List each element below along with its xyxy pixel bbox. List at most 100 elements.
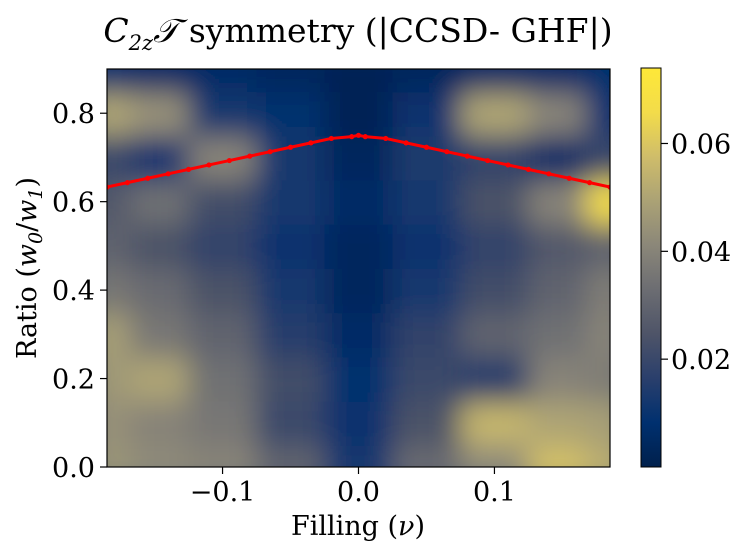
series-point: [587, 180, 593, 186]
heatmap-cell: [460, 268, 530, 314]
heatmap-cell: [460, 444, 530, 467]
heatmap-cell: [460, 91, 530, 137]
heatmap-cell: [528, 312, 588, 358]
heatmap-cell: [586, 268, 610, 314]
heatmap-cell: [130, 69, 190, 93]
heatmap-cell: [586, 69, 610, 93]
heatmap-cell: [460, 179, 530, 225]
colorbar-tick-label: 0.04: [671, 237, 731, 268]
series-point: [485, 157, 491, 164]
heatmap-cell: [107, 356, 132, 402]
heatmap-cell: [586, 356, 610, 402]
heatmap-cell: [324, 356, 394, 402]
ylabel-w0: w: [12, 244, 43, 267]
heatmap-cell: [256, 179, 326, 225]
x-tick-label: 0.1: [473, 477, 516, 508]
heatmap-cell: [188, 268, 258, 314]
series-point: [107, 184, 110, 190]
xlabel-var: ν: [398, 511, 414, 542]
heatmap-cell: [130, 400, 190, 446]
heatmap-cell: [324, 91, 394, 137]
heatmap-cell: [130, 356, 190, 402]
heatmap-cell: [460, 223, 530, 269]
heatmap-cell: [107, 444, 132, 467]
series-point: [464, 153, 470, 159]
series-point: [607, 184, 610, 190]
heatmap-cell: [528, 91, 588, 137]
series-point: [566, 175, 572, 181]
heatmap-cell: [392, 312, 462, 358]
xlabel-text: Filling (: [291, 511, 398, 542]
series-point: [362, 134, 368, 140]
series-point: [328, 135, 334, 142]
heatmap-cell: [392, 356, 462, 402]
title-rest: symmetry (|CCSD- GHF|): [178, 11, 612, 50]
y-tick-label: 0.8: [52, 99, 95, 130]
colorbar-ticks: 0.02 0.04 0.06: [661, 129, 731, 376]
ylabel-text: Ratio (: [12, 267, 43, 359]
heatmap-cell: [130, 312, 190, 358]
title-subscript: 2z: [128, 31, 154, 55]
x-tick-label: 0.0: [337, 477, 380, 508]
xlabel-close: ): [414, 511, 425, 542]
series-point: [403, 140, 409, 146]
heatmap-cell: [392, 268, 462, 314]
heatmap-cell: [256, 268, 326, 314]
heatmap-cell: [130, 268, 190, 314]
series-point: [226, 157, 232, 164]
y-tick-label: 0.2: [52, 365, 95, 396]
heatmap-cell: [188, 223, 258, 269]
heatmap-cell: [460, 356, 530, 402]
x-tick-label: −0.1: [190, 477, 256, 508]
series-point: [287, 144, 294, 150]
heatmap-cell: [188, 400, 258, 446]
heatmap-cell: [392, 69, 462, 93]
heatmap-cell: [586, 135, 610, 181]
heatmap-cell: [528, 135, 588, 181]
y-axis-label: Ratio (w0/w1): [12, 177, 47, 359]
series-point: [145, 175, 151, 181]
series-point: [355, 132, 362, 138]
heatmap-cell: [392, 91, 462, 137]
y-axis-ticks: 0.0 0.2 0.4 0.6 0.8: [52, 99, 107, 484]
heatmap-cell: [324, 223, 394, 269]
series-point: [185, 166, 192, 172]
heatmap-cell: [528, 444, 588, 467]
heatmap-cell: [188, 312, 258, 358]
heatmap-cell: [256, 444, 326, 467]
heatmap-cell: [256, 223, 326, 269]
colorbar: [640, 67, 662, 468]
colorbar-tick-label: 0.02: [671, 345, 731, 376]
heatmap-cell: [107, 268, 132, 314]
ylabel-w1: w: [12, 200, 43, 223]
heatmap-cell: [130, 135, 190, 181]
heatmap-cell: [586, 91, 610, 137]
heatmap-cell: [460, 400, 530, 446]
heatmap-cell: [324, 268, 394, 314]
heatmap-cell: [107, 223, 132, 269]
heatmap-cells: [107, 69, 610, 467]
heatmap-cell: [130, 91, 190, 137]
heatmap-cell: [188, 69, 258, 93]
heatmap-cell: [528, 69, 588, 93]
heatmap-cell: [188, 444, 258, 467]
heatmap-cell: [324, 69, 394, 93]
heatmap-cell: [586, 223, 610, 269]
series-point: [124, 180, 130, 186]
heatmap-cell: [586, 179, 610, 225]
heatmap-cell: [528, 268, 588, 314]
heatmap-cell: [256, 356, 326, 402]
heatmap-cell: [256, 69, 326, 93]
ylabel-w0-sub: 0: [25, 232, 47, 244]
heatmap-cell: [130, 444, 190, 467]
heatmap-cell: [188, 91, 258, 137]
y-tick-label: 0.0: [52, 453, 95, 484]
y-tick-label: 0.4: [52, 276, 95, 307]
heatmap-cell: [107, 69, 132, 93]
boundary-series: [107, 132, 610, 190]
heatmap-cell: [256, 400, 326, 446]
heatmap-cell: [392, 400, 462, 446]
series-point: [308, 140, 314, 146]
series-point: [349, 134, 355, 140]
